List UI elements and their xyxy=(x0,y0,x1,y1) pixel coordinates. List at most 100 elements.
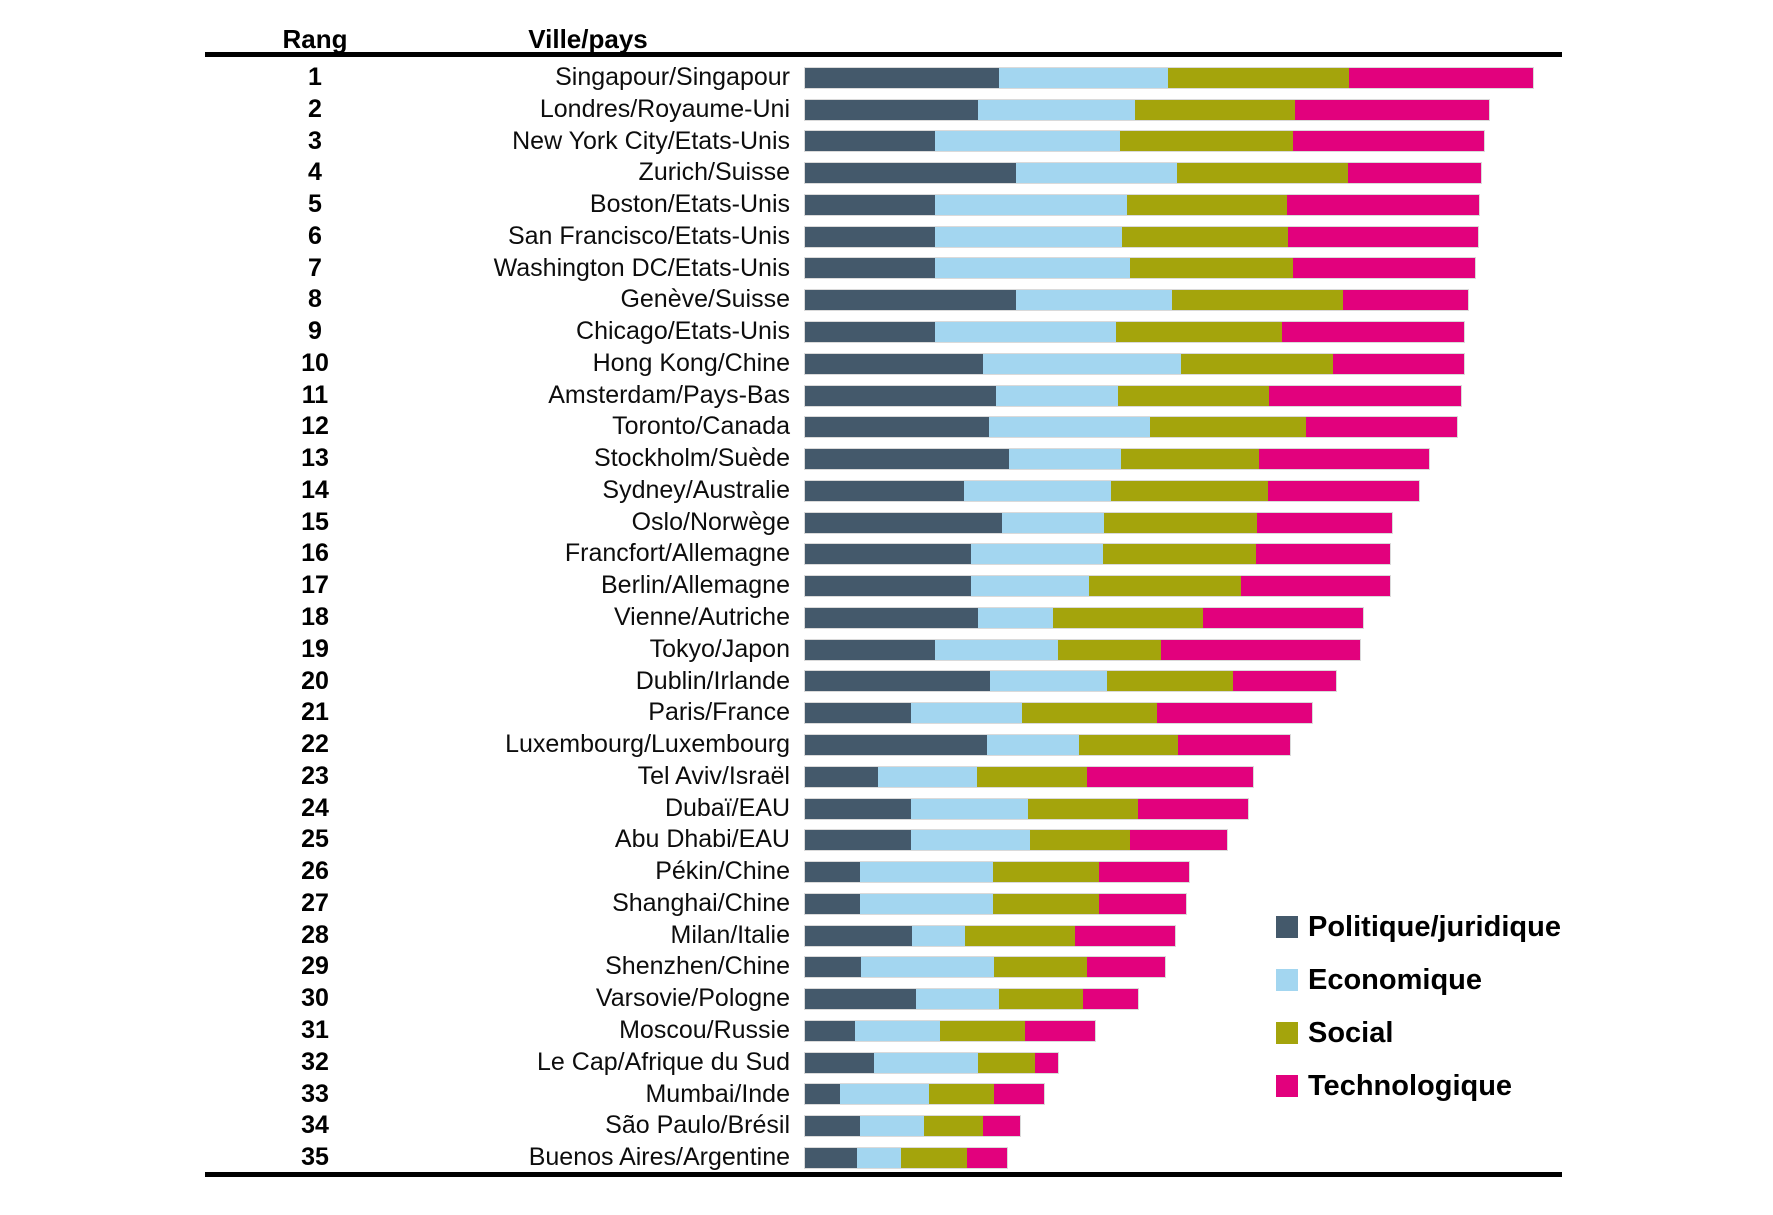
bar-segment-economique xyxy=(935,258,1130,279)
bar-segment-economique xyxy=(935,226,1123,247)
table-row: 24 Dubaï/EAU xyxy=(0,793,1773,825)
table-row: 7 Washington DC/Etats-Unis xyxy=(0,253,1773,285)
bar-segment-social xyxy=(1021,703,1157,724)
bar-segment-economique xyxy=(989,671,1108,692)
bar-segment-social xyxy=(1029,830,1131,851)
bar-segment-technologique xyxy=(1160,639,1361,660)
bar-segment-technologique xyxy=(1332,353,1464,374)
city-cell: Dublin/Irlande xyxy=(635,666,790,695)
rank-cell: 27 xyxy=(301,888,329,917)
legend-swatch-icon xyxy=(1276,969,1298,991)
rank-cell: 11 xyxy=(301,380,329,409)
bar-segment-economique xyxy=(859,1116,925,1137)
bar-segment-technologique xyxy=(1087,766,1253,787)
bar-segment-social xyxy=(1171,290,1343,311)
bar-segment-technologique xyxy=(1255,544,1391,565)
bar-segment-social xyxy=(1027,798,1138,819)
bottom-rule xyxy=(205,1172,1562,1177)
bar-segment-economique xyxy=(910,830,1030,851)
rank-cell: 30 xyxy=(301,984,329,1013)
bar-segment-politique-juridique xyxy=(805,194,936,215)
table-row: 34 São Paulo/Brésil xyxy=(0,1110,1773,1142)
bar-segment-technologique xyxy=(1342,290,1469,311)
table-row: 33 Mumbai/Inde xyxy=(0,1079,1773,1111)
bar-segment-social xyxy=(1110,480,1268,501)
stacked-bar xyxy=(805,131,1485,152)
stacked-bar xyxy=(805,417,1458,438)
bar-segment-economique xyxy=(1002,512,1105,533)
stacked-bar xyxy=(805,544,1391,565)
bar-segment-technologique xyxy=(1177,734,1291,755)
legend-label: Politique/juridique xyxy=(1308,911,1561,943)
city-cell: Washington DC/Etats-Unis xyxy=(493,253,790,282)
bar-segment-social xyxy=(928,1084,995,1105)
rank-cell: 1 xyxy=(308,63,322,91)
bar-segment-economique xyxy=(857,1147,902,1168)
table-row: 16 Francfort/Allemagne xyxy=(0,538,1773,570)
stacked-bar xyxy=(805,99,1490,120)
bar-segment-technologique xyxy=(1241,576,1391,597)
city-cell: Vienne/Autriche xyxy=(613,603,790,632)
bar-segment-technologique xyxy=(1294,99,1490,120)
legend-item: Social xyxy=(1276,1019,1696,1048)
bar-segment-economique xyxy=(874,1052,978,1073)
legend: Politique/juridique Economique Social Te… xyxy=(1276,911,1696,1128)
table-row: 25 Abu Dhabi/EAU xyxy=(0,824,1773,856)
bar-segment-politique-juridique xyxy=(805,862,861,883)
rank-cell: 23 xyxy=(301,761,329,790)
bar-segment-social xyxy=(993,957,1088,978)
stacked-bar xyxy=(805,576,1391,597)
bar-segment-politique-juridique xyxy=(805,385,996,406)
bar-segment-social xyxy=(1107,671,1233,692)
table-row: 20 Dublin/Irlande xyxy=(0,666,1773,698)
bar-segment-economique xyxy=(1016,163,1177,184)
city-cell: Le Cap/Afrique du Sud xyxy=(537,1047,790,1076)
rank-cell: 31 xyxy=(301,1015,329,1044)
city-cell: São Paulo/Brésil xyxy=(605,1111,790,1140)
bar-segment-economique xyxy=(935,194,1127,215)
bar-segment-social xyxy=(1135,99,1295,120)
bar-segment-social xyxy=(1088,576,1242,597)
bar-segment-economique xyxy=(910,798,1028,819)
bar-segment-economique xyxy=(860,862,994,883)
bar-segment-technologique xyxy=(1083,989,1139,1010)
bar-segment-economique xyxy=(971,576,1089,597)
legend-item: Politique/juridique xyxy=(1276,911,1696,943)
table-row: 27 Shanghai/Chine xyxy=(0,888,1773,920)
rank-cell: 26 xyxy=(301,857,329,886)
bar-segment-social xyxy=(1115,322,1282,343)
table-row: 4 Zurich/Suisse xyxy=(0,157,1773,189)
rank-cell: 20 xyxy=(301,666,329,695)
bar-segment-economique xyxy=(935,131,1121,152)
bar-segment-economique xyxy=(989,417,1151,438)
rank-cell: 19 xyxy=(301,634,329,663)
rank-cell: 2 xyxy=(308,94,322,123)
stacked-bar xyxy=(805,893,1186,914)
table-row: 13 Stockholm/Suède xyxy=(0,443,1773,475)
stacked-bar xyxy=(805,798,1248,819)
bar-segment-technologique xyxy=(1232,671,1337,692)
bar-segment-politique-juridique xyxy=(805,322,936,343)
bar-segment-politique-juridique xyxy=(805,290,1017,311)
bar-segment-technologique xyxy=(1268,385,1461,406)
stacked-bar xyxy=(805,1052,1059,1073)
table-row: 23 Tel Aviv/Israël xyxy=(0,761,1773,793)
stacked-bar xyxy=(805,957,1165,978)
rank-cell: 32 xyxy=(301,1047,329,1076)
bar-segment-social xyxy=(1120,131,1293,152)
bar-segment-politique-juridique xyxy=(805,830,911,851)
city-cell: Pékin/Chine xyxy=(655,857,790,886)
stacked-bar xyxy=(805,607,1363,628)
table-row: 1 Singapour/Singapour xyxy=(0,62,1773,94)
stacked-bar xyxy=(805,449,1429,470)
bar-segment-economique xyxy=(912,925,966,946)
stacked-bar xyxy=(805,258,1476,279)
bar-segment-social xyxy=(1126,194,1287,215)
bar-segment-politique-juridique xyxy=(805,1084,840,1105)
bar-segment-technologique xyxy=(1257,512,1392,533)
city-cell: Tel Aviv/Israël xyxy=(637,761,790,790)
city-cell: Londres/Royaume-Uni xyxy=(539,94,790,123)
city-cell: Francfort/Allemagne xyxy=(564,539,790,568)
bar-segment-economique xyxy=(910,703,1022,724)
bar-segment-economique xyxy=(935,322,1116,343)
